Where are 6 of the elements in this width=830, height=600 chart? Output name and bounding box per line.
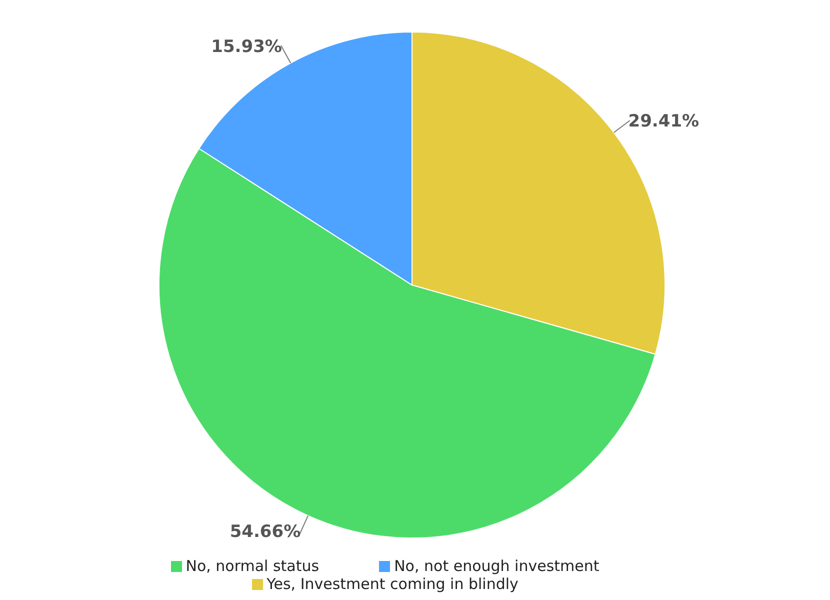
legend-label: No, normal status (186, 557, 320, 575)
legend-label: No, not enough investment (394, 557, 600, 575)
data-label: 29.41% (628, 112, 700, 132)
data-label: 15.93% (211, 37, 282, 58)
data-label: 54.66% (230, 522, 301, 542)
legend-label: Yes, Investment coming in blindly (266, 575, 518, 593)
